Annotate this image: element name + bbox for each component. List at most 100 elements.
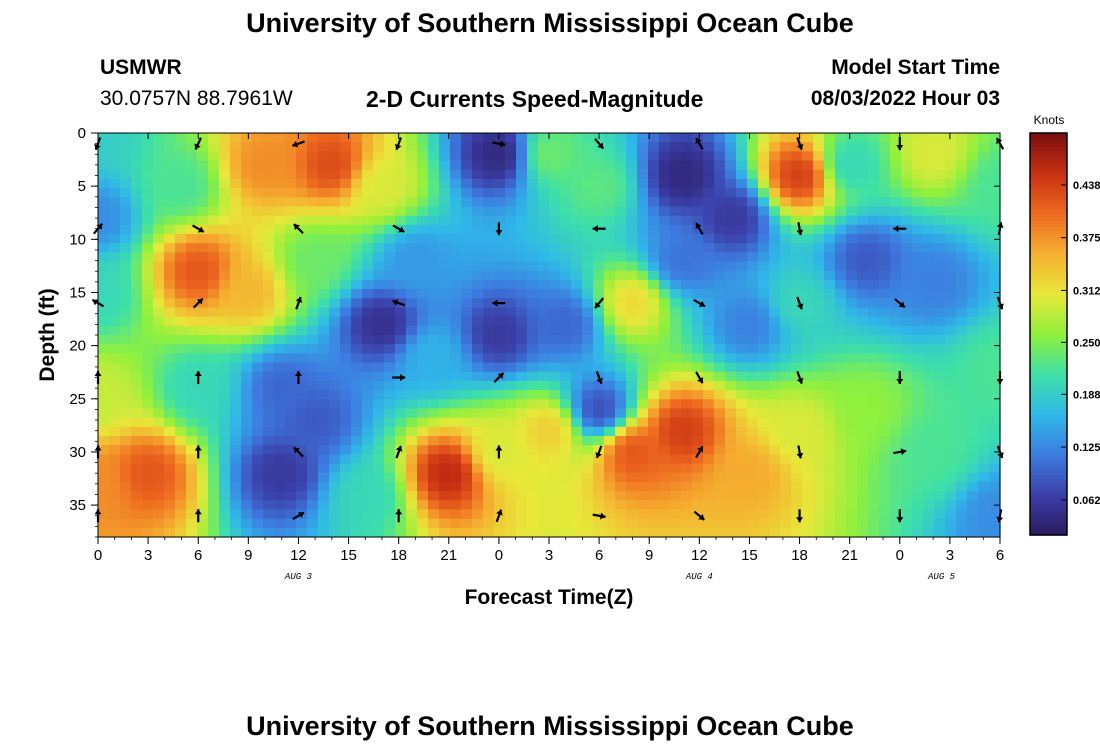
heatmap-cell xyxy=(824,307,836,318)
heatmap-cell xyxy=(505,335,517,345)
heatmap-cell xyxy=(890,197,902,208)
heatmap-cell xyxy=(263,261,275,272)
heatmap-cell xyxy=(714,169,726,180)
heatmap-cell xyxy=(373,169,385,180)
heatmap-cell xyxy=(912,399,924,410)
heatmap-cell xyxy=(560,316,572,327)
heatmap-cell xyxy=(747,472,759,483)
heatmap-cell xyxy=(945,270,957,281)
heatmap-cell xyxy=(593,463,605,474)
heatmap-cell xyxy=(824,472,836,483)
heatmap-cell xyxy=(637,436,649,446)
heatmap-cell xyxy=(472,380,484,391)
heatmap-cell xyxy=(307,335,319,345)
heatmap-cell xyxy=(340,178,352,189)
heatmap-cell xyxy=(197,500,209,511)
heatmap-cell xyxy=(791,362,803,373)
heatmap-cell xyxy=(230,344,242,354)
heatmap-cell xyxy=(340,454,352,465)
heatmap-cell xyxy=(362,270,374,281)
heatmap-cell xyxy=(945,252,957,263)
heatmap-cell xyxy=(582,252,594,263)
heatmap-cell xyxy=(142,335,154,345)
heatmap-cell xyxy=(725,160,737,171)
heatmap-cell xyxy=(879,436,891,446)
heatmap-cell xyxy=(615,160,627,171)
heatmap-cell xyxy=(868,335,880,345)
heatmap-cell xyxy=(681,142,693,152)
heatmap-cell xyxy=(582,316,594,327)
heatmap-cell xyxy=(109,344,121,354)
heatmap-cell xyxy=(373,261,385,272)
heatmap-cell xyxy=(648,491,660,501)
heatmap-cell xyxy=(494,289,506,299)
heatmap-cell xyxy=(296,399,308,410)
heatmap-cell xyxy=(527,454,539,465)
heatmap-cell xyxy=(351,445,363,455)
heatmap-cell xyxy=(802,252,814,263)
heatmap-cell xyxy=(637,298,649,309)
heatmap-cell xyxy=(714,390,726,400)
heatmap-cell xyxy=(329,224,341,235)
heatmap-cell xyxy=(648,206,660,217)
heatmap-cell xyxy=(439,298,451,309)
heatmap-cell xyxy=(538,353,550,364)
colorbar-segment xyxy=(1030,273,1067,278)
heatmap-cell xyxy=(835,472,847,483)
heatmap-cell xyxy=(351,527,363,538)
heatmap-cell xyxy=(164,408,176,419)
heatmap-cell xyxy=(989,197,1001,208)
heatmap-cell xyxy=(373,527,385,538)
colorbar-segment xyxy=(1030,374,1067,379)
heatmap-cell xyxy=(912,261,924,272)
heatmap-cell xyxy=(703,509,715,520)
heatmap-cell xyxy=(153,436,165,446)
colorbar-title: Knots xyxy=(1034,113,1065,127)
heatmap-cell xyxy=(296,289,308,299)
heatmap-cell xyxy=(505,380,517,391)
heatmap-cell xyxy=(989,408,1001,419)
heatmap-cell xyxy=(967,151,979,162)
heatmap-cell xyxy=(769,426,781,437)
heatmap-cell xyxy=(824,270,836,281)
heatmap-cell xyxy=(604,178,616,189)
heatmap-cell xyxy=(549,279,561,290)
heatmap-cell xyxy=(758,371,770,382)
heatmap-cell xyxy=(780,335,792,345)
heatmap-cell xyxy=(450,142,462,152)
heatmap-cell xyxy=(219,527,231,538)
heatmap-cell xyxy=(516,353,528,364)
heatmap-cell xyxy=(593,454,605,465)
heatmap-cell xyxy=(98,481,110,492)
heatmap-cell xyxy=(164,436,176,446)
heatmap-cell xyxy=(142,408,154,419)
heatmap-cell xyxy=(659,289,671,299)
heatmap-cell xyxy=(318,234,330,244)
heatmap-cell xyxy=(439,188,451,198)
heatmap-cell xyxy=(439,234,451,244)
colorbar-segment xyxy=(1030,380,1067,385)
heatmap-cell xyxy=(120,188,132,198)
heatmap-cell xyxy=(670,500,682,511)
heatmap-cell xyxy=(868,417,880,428)
heatmap-cell xyxy=(901,234,913,244)
heatmap-cell xyxy=(439,481,451,492)
heatmap-cell xyxy=(681,380,693,391)
heatmap-cell xyxy=(461,390,473,400)
heatmap-cell xyxy=(714,380,726,391)
heatmap-cell xyxy=(428,436,440,446)
heatmap-cell xyxy=(505,426,517,437)
heatmap-cell xyxy=(978,371,990,382)
heatmap-cell xyxy=(879,325,891,336)
heatmap-cell xyxy=(219,252,231,263)
heatmap-cell xyxy=(901,500,913,511)
colorbar-segment xyxy=(1030,149,1067,154)
heatmap-cell xyxy=(351,481,363,492)
heatmap-cell xyxy=(747,445,759,455)
heatmap-cell xyxy=(153,234,165,244)
heatmap-cell xyxy=(890,169,902,180)
heatmap-cell xyxy=(769,178,781,189)
heatmap-cell xyxy=(978,197,990,208)
heatmap-cell xyxy=(901,426,913,437)
heatmap-cell xyxy=(758,224,770,235)
